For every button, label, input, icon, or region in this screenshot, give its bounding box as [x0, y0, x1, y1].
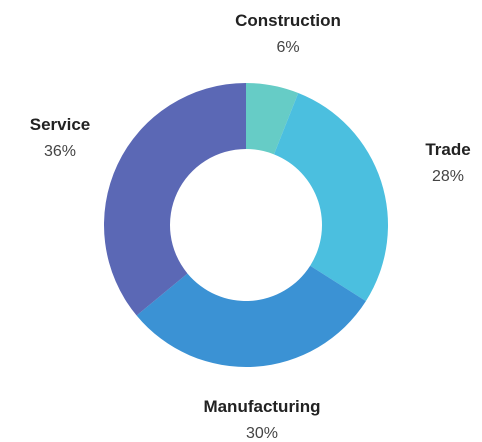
slices-group [103, 82, 388, 367]
value-manufacturing: 30% [246, 425, 278, 442]
label-construction: Construction [235, 11, 341, 30]
slice-trade [273, 92, 388, 302]
value-construction: 6% [276, 39, 299, 56]
slice-service [103, 82, 246, 316]
label-service: Service [30, 115, 91, 134]
slice-manufacturing [136, 265, 366, 367]
label-manufacturing: Manufacturing [203, 397, 320, 416]
value-service: 36% [44, 143, 76, 160]
slice-construction [246, 83, 299, 155]
labels-group: Construction 6% Trade 28% Manufacturing 30% Se… [30, 11, 471, 442]
value-trade: 28% [432, 168, 464, 185]
label-trade: Trade [425, 140, 470, 159]
